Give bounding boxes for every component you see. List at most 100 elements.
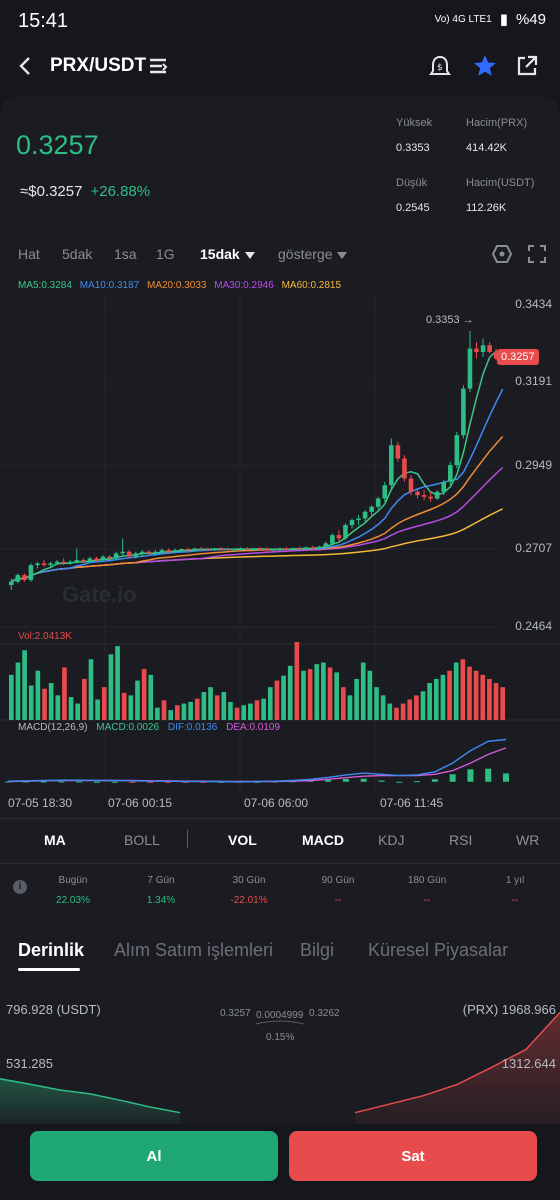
indicator-ma[interactable]: MA [44, 832, 66, 848]
price-alert-icon[interactable]: $ [428, 54, 452, 80]
indicator-vol[interactable]: VOL [228, 832, 257, 848]
candle [467, 348, 473, 389]
volume-bar [155, 707, 160, 720]
pair-switch-menu-icon[interactable] [148, 56, 168, 76]
candle [87, 558, 93, 562]
time-axis-tick: 07-06 06:00 [244, 796, 309, 810]
share-icon[interactable] [515, 54, 539, 78]
macd-histogram-bar [325, 779, 332, 782]
candle [94, 558, 99, 561]
timeframe-1d[interactable]: 1G [156, 246, 175, 262]
volume-bar [301, 670, 306, 720]
perf-value: 1.34% [146, 895, 176, 906]
indicator-wr[interactable]: WR [516, 832, 540, 848]
svg-text:$: $ [437, 63, 443, 73]
volume-bar [467, 666, 472, 720]
candle [480, 345, 486, 352]
indicator-kdj[interactable]: KDJ [378, 832, 405, 848]
volume-bar [208, 687, 213, 720]
app-header: PRX/USDT $ [0, 44, 560, 94]
watermark: Gate.io [62, 582, 137, 607]
sell-button[interactable]: Sat [289, 1131, 537, 1181]
candle [264, 549, 270, 551]
volume-bar [367, 670, 373, 720]
volume-bar [354, 678, 359, 720]
volume-bar [168, 710, 174, 720]
volume-bar [387, 703, 393, 720]
tab-global-markets[interactable]: Küresel Piyasalar [368, 940, 509, 960]
candle [284, 548, 289, 550]
macd-histogram-bar [58, 781, 65, 783]
volume-bar [121, 692, 127, 720]
candle [257, 548, 263, 550]
candle [493, 351, 499, 359]
candle [81, 560, 86, 562]
candle [15, 575, 21, 582]
volume-bar [281, 675, 286, 720]
price-change-percent: +26.88% [90, 183, 151, 200]
volume-bar [254, 700, 260, 720]
indicator-macd[interactable]: MACD [302, 832, 344, 848]
tab-trades[interactable]: Alım Satım işlemleri [114, 940, 274, 960]
timeframe-1h[interactable]: 1sa [114, 246, 137, 262]
volume-bar [82, 678, 87, 720]
volume-bar [241, 705, 247, 720]
macd-histogram-bar [40, 781, 47, 783]
price-axis-tick: 0.2949 [515, 458, 552, 472]
timeframe-15m-label: 15dak [200, 246, 240, 262]
volume-bar [400, 703, 406, 720]
candle [428, 496, 433, 499]
candle [290, 548, 296, 550]
pair-title[interactable]: PRX/USDT [50, 55, 147, 76]
buy-button[interactable]: Al [30, 1131, 278, 1181]
candle [140, 551, 145, 554]
timeframe-line[interactable]: Hat [18, 246, 40, 262]
volume-bar [433, 678, 439, 720]
macd-histogram-bar [218, 781, 225, 783]
timeframe-15m[interactable]: 15dak [200, 246, 255, 262]
macd-histogram-bar [485, 768, 492, 782]
favorite-star-icon[interactable] [472, 53, 498, 79]
indicator-boll[interactable]: BOLL [124, 832, 160, 848]
volume-bar [181, 703, 187, 720]
depth-best-bid: 0.3257 [220, 1008, 251, 1019]
indicator-dropdown[interactable]: gösterge [278, 246, 348, 262]
tab-depth[interactable]: Derinlik [18, 940, 85, 960]
candle [179, 549, 184, 551]
macd-histogram-bar [93, 781, 100, 783]
volume-bar [194, 698, 200, 720]
candle [316, 546, 322, 548]
candle [244, 548, 250, 550]
candle [395, 445, 401, 459]
dea-value: DEA:0.0109 [226, 722, 281, 733]
volume-bar [360, 662, 366, 720]
candle [61, 561, 66, 564]
ma60-line [10, 508, 504, 583]
tab-info[interactable]: Bilgi [300, 940, 335, 960]
chevron-down-icon [244, 251, 255, 259]
macd-params: MACD(12,26,9) [18, 722, 88, 733]
candle [100, 556, 106, 561]
candle [48, 563, 53, 566]
candle [408, 478, 414, 492]
timeframe-5m[interactable]: 5dak [62, 246, 93, 262]
macd-histogram-bar [449, 774, 456, 782]
candle [225, 549, 230, 551]
candle [28, 565, 34, 581]
volume-bar [221, 692, 227, 720]
kline-chart[interactable] [0, 292, 560, 792]
perf-value: -- [423, 895, 431, 906]
indicator-rsi[interactable]: RSI [449, 832, 473, 848]
candle [349, 520, 355, 526]
info-icon[interactable]: i [13, 880, 27, 894]
ma10-legend: MA10:0.3187 [79, 280, 140, 291]
volume-bar [115, 646, 120, 720]
fullscreen-icon[interactable] [528, 245, 546, 263]
back-arrow-icon[interactable] [14, 54, 38, 78]
chart-settings-hexagon-icon[interactable] [492, 245, 512, 263]
chevron-down-icon [337, 251, 348, 259]
volume-bar [500, 687, 506, 720]
macd-value: MACD:0.0026 [96, 722, 160, 733]
volume-bar [135, 680, 140, 720]
candle [369, 506, 374, 512]
